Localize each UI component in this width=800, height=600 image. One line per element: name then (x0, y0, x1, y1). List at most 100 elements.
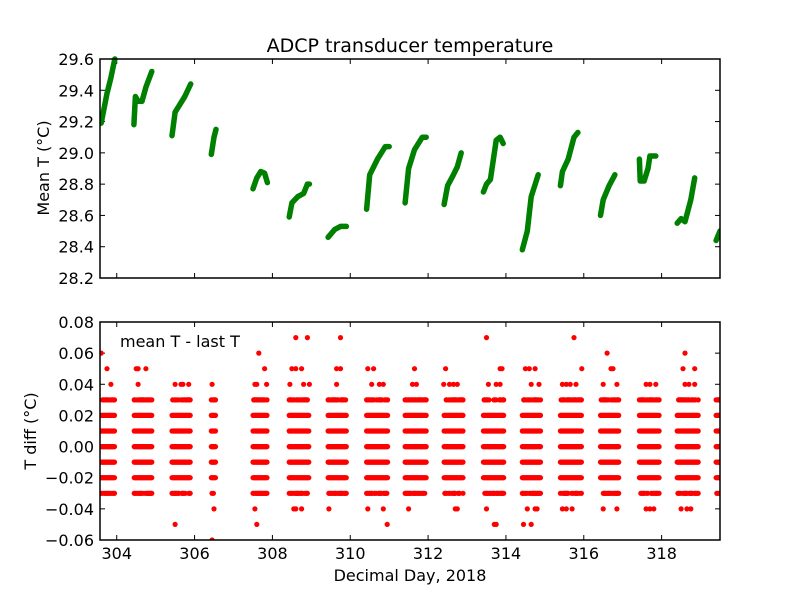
mean-t-segment (208, 126, 219, 158)
tdiff-point (423, 444, 429, 450)
tdiff-outlier-point (304, 335, 310, 341)
bottom-ytick-label: −0.06 (45, 531, 94, 550)
mean-t-segment (636, 153, 659, 184)
tdiff-point (304, 490, 310, 496)
tdiff-outlier-point (264, 381, 270, 387)
tdiff-outlier-point (536, 381, 542, 387)
tdiff-outlier-point (326, 506, 332, 512)
tdiff-point (578, 490, 585, 496)
tdiff-outlier-point (289, 366, 295, 372)
tdiff-outlier-point (682, 350, 688, 356)
tdiff-point (616, 459, 622, 465)
tdiff-outlier-point (647, 381, 653, 387)
tdiff-point (537, 490, 544, 496)
tdiff-outlier-point (365, 506, 371, 512)
tdiff-outlier-point (483, 335, 490, 341)
tdiff-outlier-point (186, 381, 192, 387)
bottom-chart-xlabel: Decimal Day, 2018 (334, 566, 487, 585)
tdiff-point (716, 490, 720, 496)
tdiff-point (343, 459, 349, 465)
tdiff-point (343, 412, 349, 418)
top-ytick-label: 28.2 (58, 269, 94, 288)
tdiff-outlier-point (100, 350, 104, 356)
mean-t-segment (131, 68, 155, 128)
tdiff-point (111, 475, 118, 481)
tdiff-point (385, 428, 391, 434)
tdiff-outlier-point (299, 506, 305, 512)
tdiff-outlier-point (483, 506, 490, 512)
tdiff-point (212, 444, 219, 450)
bottom-chart-frame (99, 321, 721, 541)
bottom-ytick-label: −0.02 (45, 469, 94, 488)
tdiff-point (501, 459, 507, 465)
tdiff-outlier-point (406, 506, 412, 512)
tdiff-point (537, 459, 544, 465)
tdiff-point (695, 459, 701, 465)
tdiff-point (212, 412, 219, 418)
tdiff-outlier-point (376, 381, 382, 387)
tdiff-point (537, 475, 544, 481)
mean-t-segment (325, 223, 350, 241)
tdiff-point (306, 459, 312, 465)
tdiff-point (423, 412, 429, 418)
tdiff-point (460, 459, 466, 465)
bottom-ytick-label: 0.04 (58, 375, 94, 394)
bottom-xtick-label: 312 (413, 544, 444, 563)
tdiff-point (343, 475, 349, 481)
tdiff-point (695, 412, 701, 418)
mean-t-segment (286, 181, 313, 220)
tdiff-outlier-point (172, 521, 178, 528)
tdiff-point (656, 459, 662, 465)
tdiff-point (385, 459, 391, 465)
tdiff-point (343, 444, 349, 450)
tdiff-outlier-point (524, 506, 530, 512)
top-ytick-label: 29.4 (58, 81, 94, 100)
mean-t-segment (402, 134, 429, 206)
tdiff-point (578, 475, 585, 481)
tdiff-outlier-point (380, 381, 386, 387)
top-ytick-label: 29.0 (58, 144, 94, 163)
top-chart-plot-area (100, 56, 720, 253)
tdiff-point (460, 475, 466, 481)
tdiff-point (306, 412, 312, 418)
tdiff-point (578, 428, 585, 434)
tdiff-point (306, 428, 312, 434)
bottom-xtick-label: 318 (646, 544, 677, 563)
tdiff-point (149, 412, 155, 418)
tdiff-outlier-point (643, 381, 649, 387)
tdiff-outlier-point (493, 381, 499, 387)
tdiff-point (460, 490, 466, 496)
tdiff-point (264, 397, 270, 403)
tdiff-point (385, 412, 391, 418)
tdiff-point (384, 490, 390, 496)
tdiff-outlier-point (293, 366, 299, 372)
tdiff-point (111, 444, 118, 450)
tdiff-outlier-point (371, 366, 377, 372)
top-chart-title: ADCP transducer temperature (267, 35, 554, 57)
mean-t-segment (557, 129, 581, 189)
tdiff-outlier-point (104, 366, 110, 372)
bottom-chart-plot-area (100, 335, 720, 540)
bottom-chart-annotation: mean T - last T (120, 332, 240, 351)
tdiff-outlier-point (528, 521, 534, 528)
tdiff-point (149, 428, 155, 434)
tdiff-outlier-point (522, 366, 529, 372)
tdiff-point (187, 444, 193, 450)
tdiff-point (423, 475, 429, 481)
tdiff-outlier-point (573, 381, 579, 387)
tdiff-outlier-point (610, 366, 616, 372)
tdiff-outlier-point (441, 381, 447, 387)
mean-t-segment (674, 175, 698, 226)
tdiff-outlier-point (293, 506, 299, 512)
tdiff-outlier-point (678, 506, 684, 512)
tdiff-point (695, 490, 701, 496)
tdiff-outlier-point (380, 506, 386, 512)
tdiff-outlier-point (446, 381, 453, 387)
tdiff-outlier-point (262, 366, 268, 372)
tdiff-point (306, 475, 312, 481)
tdiff-point (210, 490, 216, 496)
tdiff-outlier-point (614, 506, 620, 512)
tdiff-point (578, 444, 585, 450)
tdiff-outlier-point (135, 366, 141, 372)
tdiff-point (264, 490, 270, 496)
